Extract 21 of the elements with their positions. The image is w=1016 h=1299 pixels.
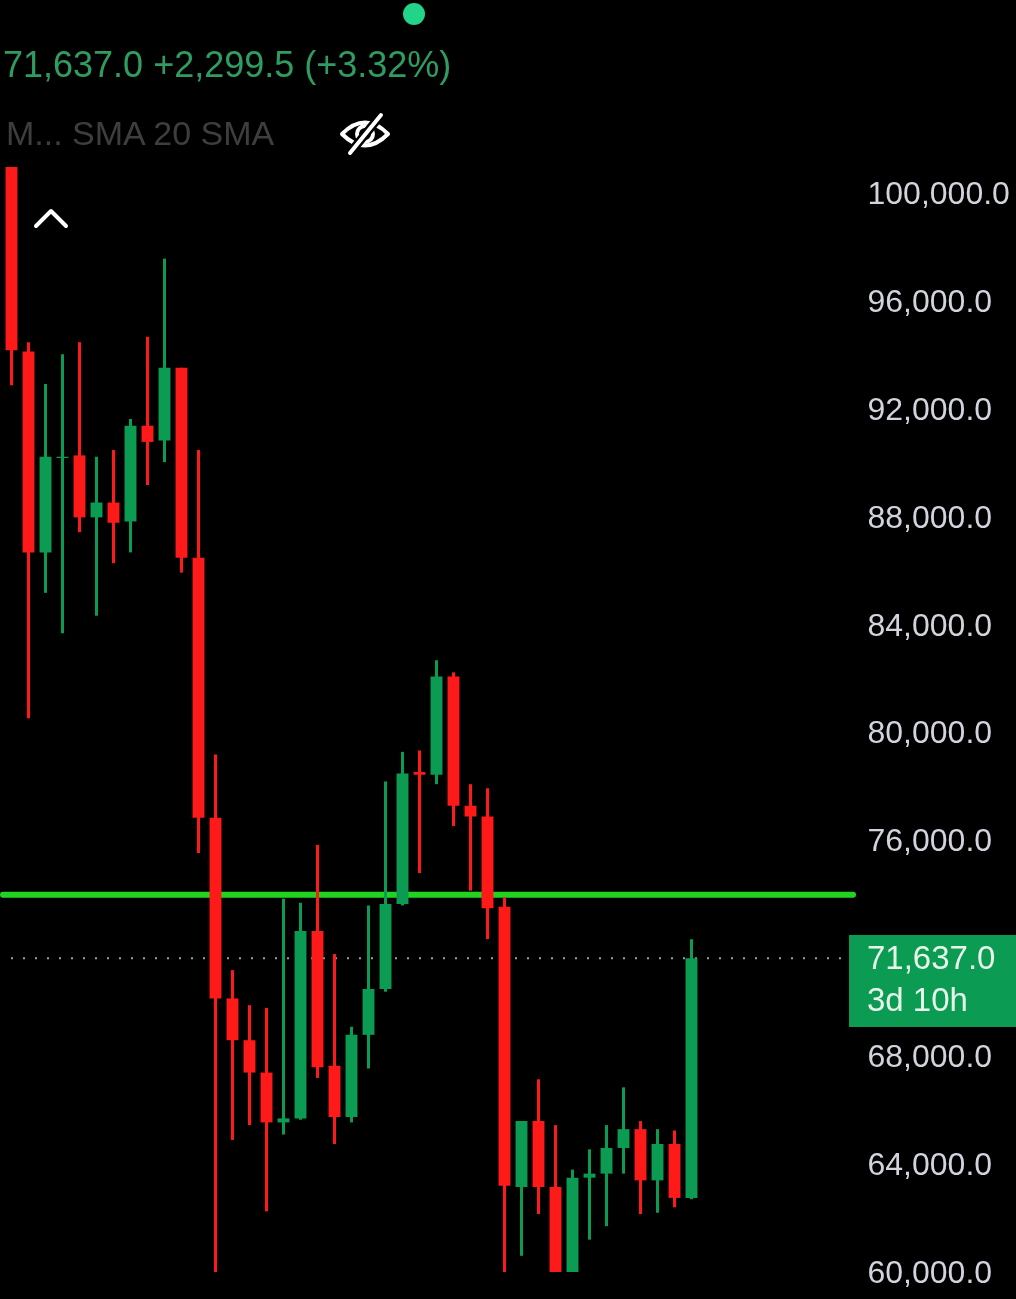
y-tick-label: 60,000.0: [867, 1253, 993, 1290]
candlestick: [277, 898, 290, 1135]
candlestick: [464, 784, 477, 891]
candlestick: [107, 449, 120, 565]
text: M... SMA 20 SMA: [6, 114, 275, 153]
y-tick-label: 88,000.0: [867, 498, 993, 535]
price-tag: 71,637.0 3d 10h: [849, 935, 1016, 1028]
candlestick: [413, 750, 426, 875]
y-tick-label: 68,000.0: [867, 1037, 993, 1074]
candlestick: [141, 335, 154, 486]
y-tick-label: 64,000.0: [867, 1145, 993, 1182]
y-tick-label: 76,000.0: [867, 822, 993, 859]
y-tick-label: 100,000.0: [867, 175, 1010, 212]
ref-line-label: 71,637.0 3d 10h: [867, 938, 997, 1021]
y-tick-label: 80,000.0: [867, 714, 993, 751]
y-tick-label: 84,000.0: [867, 606, 993, 643]
candlestick: [583, 1149, 596, 1240]
chart-subtitle: 71,637.0 +2,299.5 (+3.32%): [3, 44, 452, 86]
candlestick: [617, 1087, 630, 1174]
y-tick-label: 96,000.0: [867, 283, 993, 320]
y-tick-label: 92,000.0: [867, 391, 993, 428]
